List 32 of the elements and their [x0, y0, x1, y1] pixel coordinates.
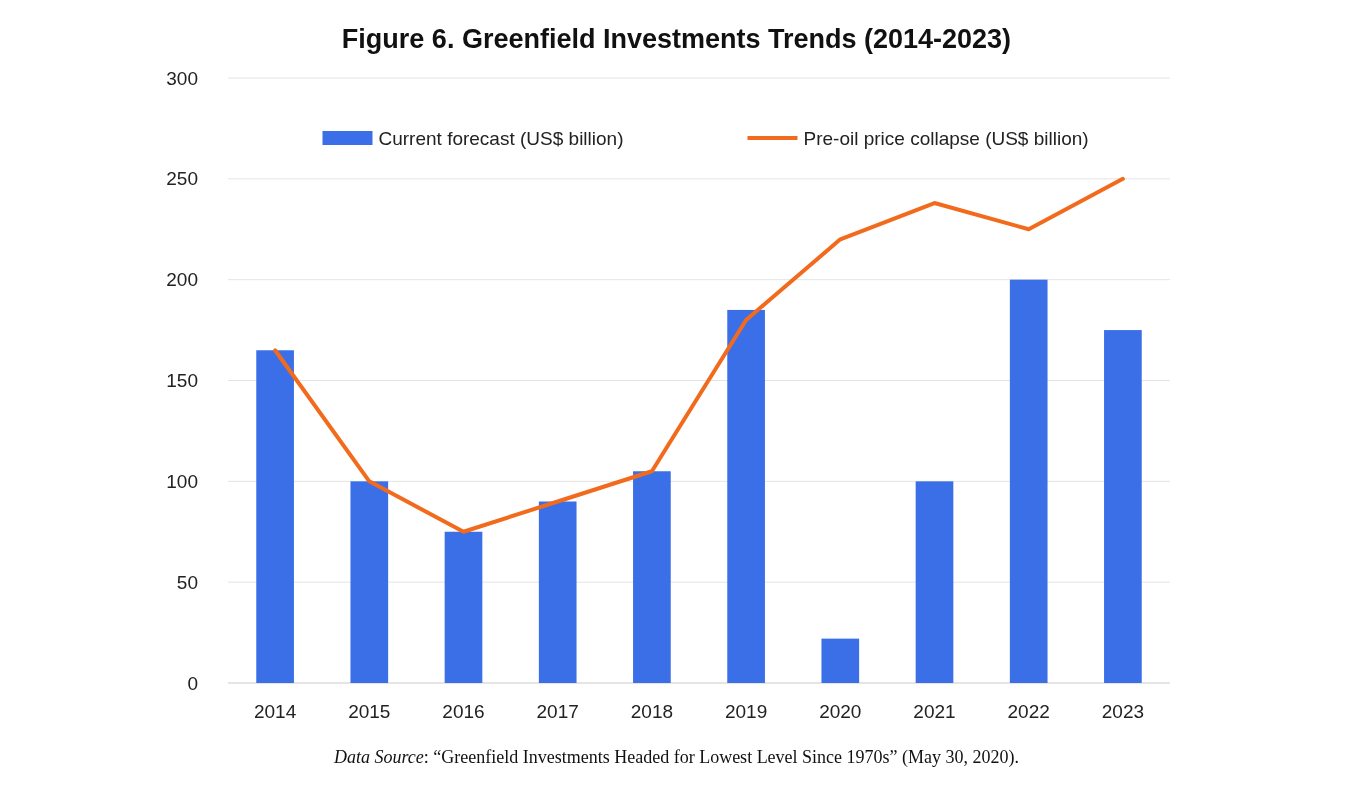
- x-tick-label: 2015: [348, 701, 391, 722]
- x-tick-label: 2016: [442, 701, 485, 722]
- y-tick-label: 100: [166, 470, 198, 492]
- source-note: Data Source: “Greenfield Investments Headed for Lowest Level Since 1970s” (May 30, 2020).: [332, 747, 1020, 768]
- x-tick-label: 2022: [1007, 701, 1050, 722]
- y-tick-label: 0: [187, 672, 198, 694]
- x-tick-label: 2021: [913, 701, 956, 722]
- bar: [915, 481, 954, 683]
- chart-title: Figure 6. Greenfield Investments Trends (2014-2023): [341, 24, 1012, 54]
- bar: [256, 350, 294, 683]
- y-tick-label: 200: [166, 269, 198, 291]
- y-tick-label: 150: [166, 370, 198, 392]
- bar: [633, 471, 671, 683]
- y-tick-label: 50: [176, 571, 198, 593]
- x-tick-label: 2017: [536, 701, 579, 722]
- y-tick-label: 300: [166, 67, 198, 89]
- x-tick-label: 2023: [1101, 701, 1145, 722]
- bar: [444, 531, 483, 683]
- x-tick-label: 2018: [630, 701, 674, 722]
- bar: [1104, 330, 1142, 683]
- x-tick-label: 2014: [253, 701, 297, 722]
- bar: [350, 481, 389, 683]
- bar: [538, 501, 577, 683]
- line-series: [273, 176, 1125, 534]
- bar: [1009, 279, 1048, 683]
- legend-label: Current forecast (US$ billion): [378, 127, 624, 149]
- x-tick-label: 2019: [724, 701, 768, 722]
- legend-label: Pre-oil price collapse (US$ billion): [803, 127, 1089, 149]
- y-tick-label: 250: [166, 168, 198, 190]
- x-tick-label: 2020: [819, 701, 862, 722]
- bar: [727, 309, 765, 683]
- bar: [821, 638, 860, 683]
